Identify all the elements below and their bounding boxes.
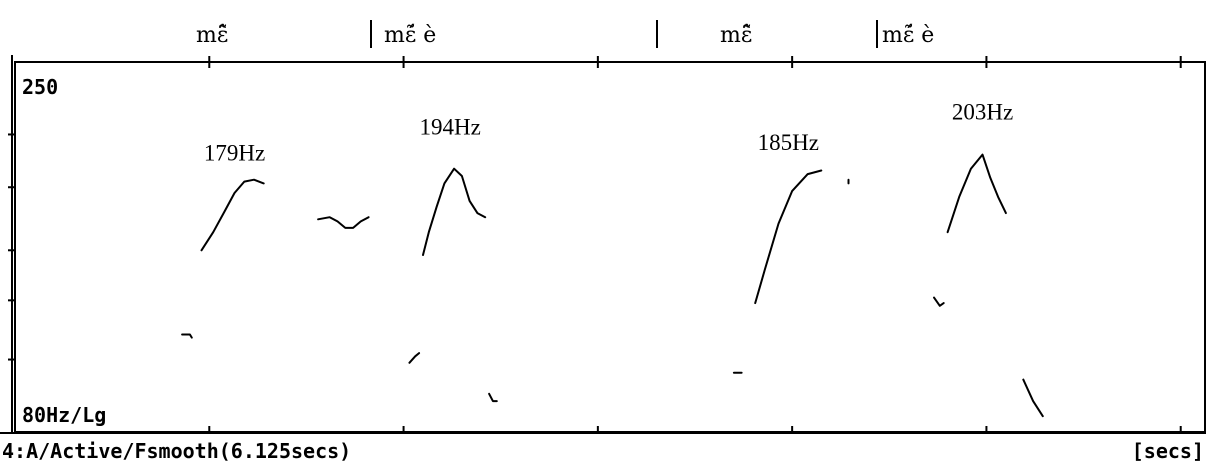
- status-bar: 4:A/Active/Fsmooth(6.125secs) [secs]: [0, 432, 1206, 463]
- pitch-trace-12: [1022, 378, 1044, 418]
- pitch-trace-6: [488, 392, 498, 403]
- segment-label-4: mɛ̃́ è: [882, 23, 934, 48]
- pitch-traces: [181, 153, 1044, 418]
- pitch-trace-2: [200, 178, 265, 252]
- y-ticks: [8, 133, 14, 361]
- pitch-trace-4: [408, 352, 421, 364]
- pitch-trace-11: [946, 153, 1007, 234]
- status-text: 4:A/Active/Fsmooth(6.125secs): [2, 439, 351, 463]
- pitch-trace-8: [754, 169, 823, 305]
- y-max-label: 250: [22, 75, 58, 99]
- pitch-annotations: 179Hz 194Hz 185Hz 203Hz: [204, 100, 1013, 166]
- segment-tier: mɛ̂̃ mɛ̃́ è mɛ̂̃ mɛ̃́ è: [196, 20, 934, 48]
- segment-label-1: mɛ̂̃: [196, 23, 228, 48]
- y-min-label: 80Hz/Lg: [22, 403, 106, 427]
- pitch-trace-3: [317, 216, 370, 229]
- pitch-annotation-3: 185Hz: [758, 130, 819, 155]
- pitch-trace-10: [933, 296, 945, 307]
- x-unit-label: [secs]: [1132, 439, 1204, 463]
- segment-label-3: mɛ̂̃: [720, 23, 752, 48]
- pitch-trace-1: [181, 333, 193, 339]
- x-ticks: [208, 56, 1182, 432]
- pitch-trace-5: [422, 167, 487, 256]
- pitch-annotation-1: 179Hz: [204, 140, 265, 165]
- plot-frame[interactable]: [14, 61, 1206, 433]
- pitch-annotation-4: 203Hz: [952, 100, 1013, 125]
- segment-label-2: mɛ̃́ è: [384, 23, 436, 48]
- pitch-annotation-2: 194Hz: [420, 114, 481, 139]
